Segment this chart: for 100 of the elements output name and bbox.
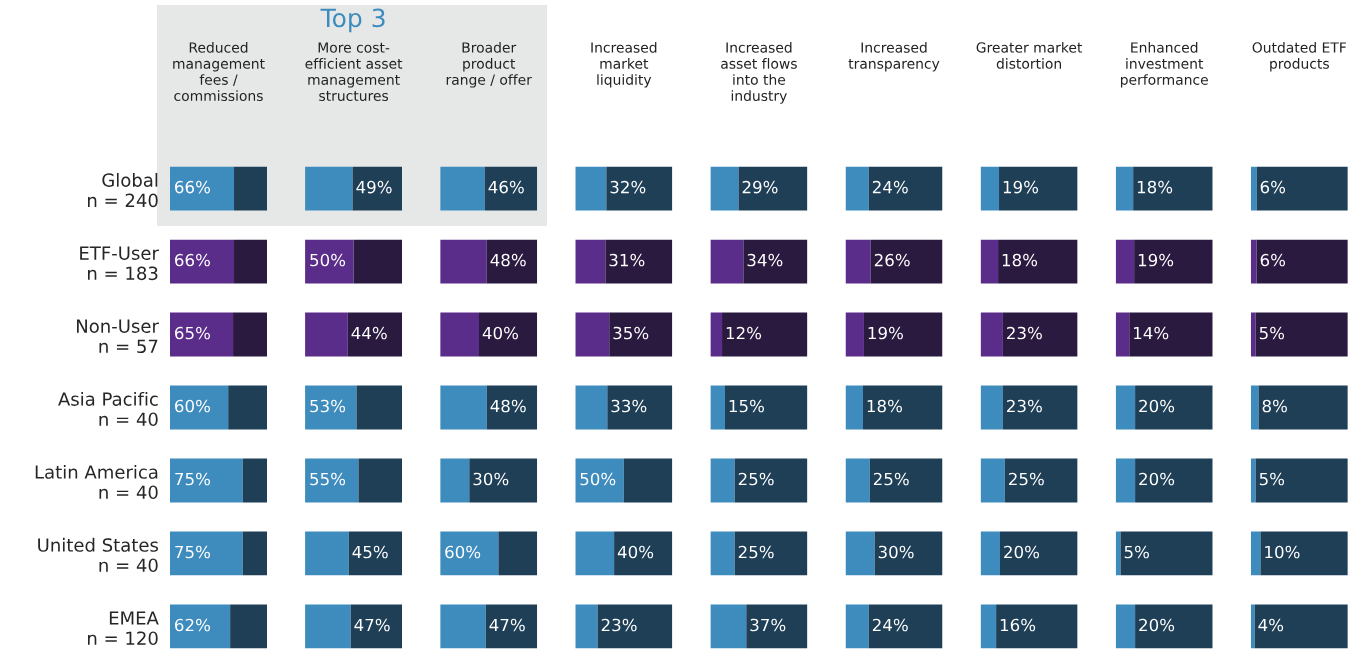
bar xyxy=(305,239,354,284)
data-label: 18% xyxy=(1002,253,1038,267)
bar xyxy=(710,239,744,284)
bar xyxy=(234,166,267,211)
data-label: 8% xyxy=(1262,399,1287,413)
bar xyxy=(1250,166,1257,211)
data-label: 5% xyxy=(1259,472,1285,486)
bar xyxy=(1258,385,1348,430)
data-label: 20% xyxy=(1139,618,1175,632)
data-label: 24% xyxy=(872,180,908,194)
bar xyxy=(845,458,870,503)
bar xyxy=(440,604,486,649)
data-label: 46% xyxy=(488,180,524,194)
data-label: 19% xyxy=(1003,180,1039,194)
data-label: 75% xyxy=(175,472,210,486)
data-label: 23% xyxy=(1007,399,1042,413)
data-label: 25% xyxy=(738,472,774,486)
bar xyxy=(1004,458,1078,503)
bar xyxy=(1135,385,1213,430)
bar xyxy=(1250,239,1257,284)
data-label: 48% xyxy=(490,253,526,267)
bar xyxy=(998,239,1078,284)
data-label: 5% xyxy=(1124,545,1149,559)
bar xyxy=(1002,312,1078,357)
bar xyxy=(1115,166,1134,211)
bar xyxy=(575,531,615,576)
bar xyxy=(980,239,999,284)
bar xyxy=(1115,385,1136,430)
bar xyxy=(305,531,349,576)
data-label: 32% xyxy=(610,180,646,194)
data-label: 48% xyxy=(490,399,526,413)
bar xyxy=(1254,604,1348,649)
bar xyxy=(1115,239,1135,284)
bar xyxy=(1256,166,1348,211)
bar xyxy=(170,166,235,211)
bar xyxy=(170,531,243,576)
data-label: 34% xyxy=(747,253,783,267)
data-label: 60% xyxy=(175,399,210,413)
bar xyxy=(1250,604,1255,649)
bar xyxy=(1133,166,1213,211)
bar xyxy=(469,458,538,503)
bar xyxy=(845,604,869,649)
bar xyxy=(609,312,673,357)
data-label: 20% xyxy=(1139,399,1175,413)
data-label: 65% xyxy=(175,326,210,340)
bar xyxy=(1115,604,1136,649)
bar xyxy=(486,239,538,284)
bar xyxy=(863,312,943,357)
data-label: 55% xyxy=(310,472,346,486)
data-label: 6% xyxy=(1260,253,1286,267)
data-label: 47% xyxy=(354,618,390,632)
bar xyxy=(605,239,673,284)
bar xyxy=(170,604,231,649)
chart-title: Increased transparency xyxy=(848,42,940,72)
bar xyxy=(484,166,538,211)
bar xyxy=(710,166,739,211)
bar xyxy=(350,604,403,649)
bar xyxy=(353,239,403,284)
bar xyxy=(440,166,485,211)
bar xyxy=(870,239,943,284)
bar xyxy=(996,604,1078,649)
bar xyxy=(498,531,538,576)
bar xyxy=(305,385,357,430)
bar xyxy=(710,312,723,357)
bar xyxy=(575,239,606,284)
bar xyxy=(479,312,538,357)
bar xyxy=(1250,312,1256,357)
data-label: 29% xyxy=(742,180,778,194)
data-label: 66% xyxy=(175,180,210,194)
bar xyxy=(1134,239,1213,284)
data-label: 14% xyxy=(1134,326,1169,340)
bar xyxy=(440,239,487,284)
bar xyxy=(710,531,735,576)
bar xyxy=(440,458,470,503)
bar xyxy=(734,458,808,503)
y-tick-label: United States n = 40 xyxy=(38,537,159,573)
data-label: 25% xyxy=(873,472,909,486)
data-label: 20% xyxy=(1139,472,1175,486)
bar xyxy=(980,458,1005,503)
bar xyxy=(1250,458,1256,503)
chart-title: Enhanced investment performance xyxy=(1120,42,1208,88)
data-label: 15% xyxy=(729,399,764,413)
bar xyxy=(869,458,943,503)
bar xyxy=(1000,531,1078,576)
data-label: 30% xyxy=(473,472,509,486)
chart-title: Reduced management fees / commissions xyxy=(173,42,265,101)
bar xyxy=(710,604,747,649)
bar xyxy=(845,531,875,576)
data-label: 53% xyxy=(310,399,346,413)
bar xyxy=(710,385,725,430)
chart-title: Greater market distortion xyxy=(976,42,1083,69)
bar xyxy=(874,531,943,576)
bar xyxy=(575,458,624,503)
data-label: 47% xyxy=(489,618,525,632)
data-label: 37% xyxy=(750,618,786,632)
data-label: 16% xyxy=(1000,618,1036,632)
bar xyxy=(980,385,1003,430)
bar xyxy=(606,166,673,211)
data-label: 18% xyxy=(1137,180,1173,194)
data-label: 23% xyxy=(1007,326,1042,340)
